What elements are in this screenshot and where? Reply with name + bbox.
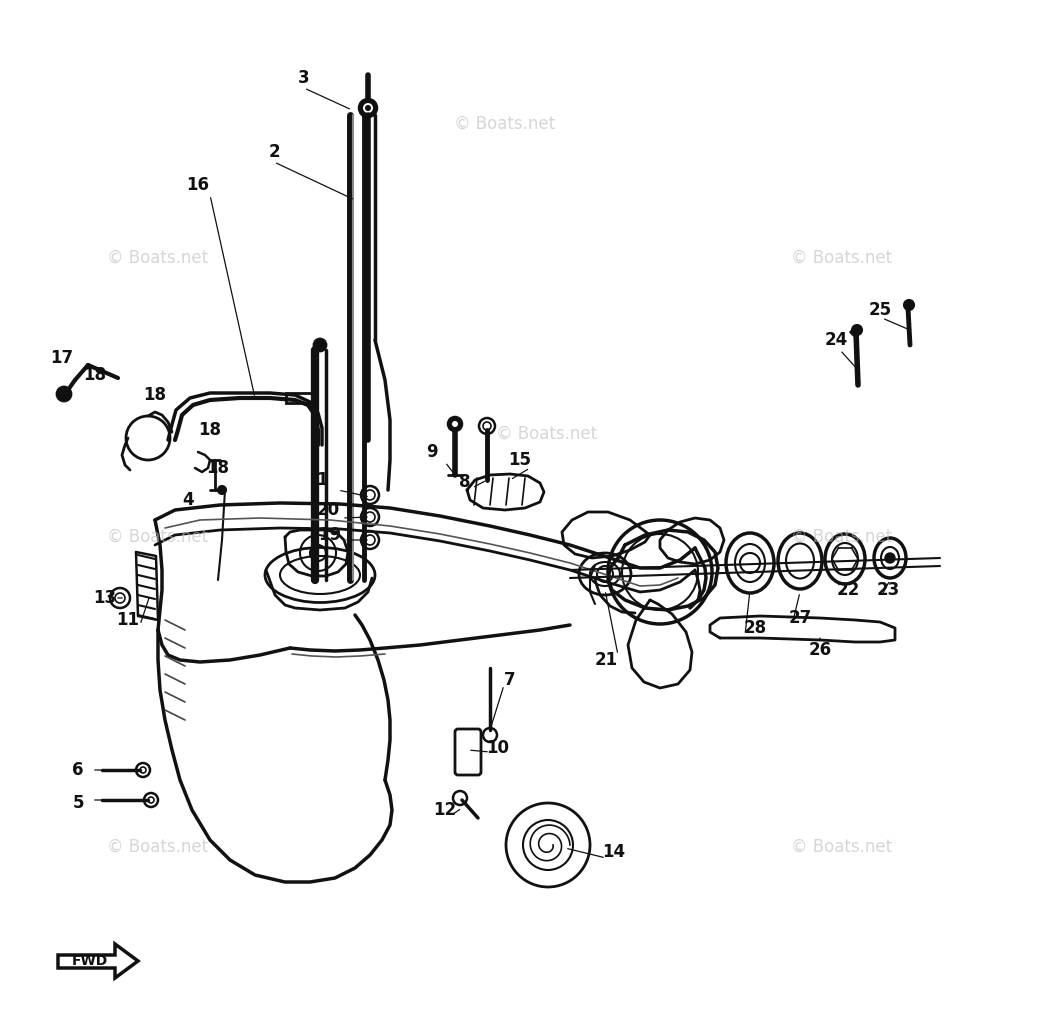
Text: 13: 13 <box>94 589 117 607</box>
Circle shape <box>452 421 458 427</box>
Text: 19: 19 <box>319 526 342 544</box>
Text: 10: 10 <box>486 739 509 757</box>
Text: 16: 16 <box>186 176 209 194</box>
Text: 12: 12 <box>433 801 457 819</box>
Text: © Boats.net: © Boats.net <box>107 249 208 267</box>
Text: 5: 5 <box>73 794 84 812</box>
Circle shape <box>218 486 226 494</box>
Text: 21: 21 <box>594 651 618 669</box>
Text: © Boats.net: © Boats.net <box>107 837 208 856</box>
Text: 17: 17 <box>50 349 74 367</box>
Text: 26: 26 <box>808 641 831 659</box>
Text: 18: 18 <box>83 366 106 384</box>
Text: 22: 22 <box>836 581 859 599</box>
Text: © Boats.net: © Boats.net <box>107 527 208 546</box>
Text: 2: 2 <box>268 143 280 161</box>
Text: 18: 18 <box>206 459 229 477</box>
Text: 23: 23 <box>876 581 899 599</box>
Text: 6: 6 <box>73 761 84 779</box>
Text: 1: 1 <box>317 471 328 489</box>
Circle shape <box>359 99 377 117</box>
Text: © Boats.net: © Boats.net <box>497 424 598 443</box>
Text: 8: 8 <box>460 473 470 491</box>
Circle shape <box>313 338 326 351</box>
Text: 3: 3 <box>298 69 309 87</box>
Circle shape <box>904 300 914 310</box>
Text: 4: 4 <box>182 491 194 509</box>
Circle shape <box>363 103 373 112</box>
Text: 27: 27 <box>788 609 812 627</box>
Text: 15: 15 <box>508 451 531 469</box>
Text: 11: 11 <box>117 611 140 628</box>
Text: © Boats.net: © Boats.net <box>791 249 892 267</box>
Text: 20: 20 <box>317 501 340 519</box>
Text: FWD: FWD <box>72 954 108 968</box>
Text: 9: 9 <box>426 443 438 461</box>
Circle shape <box>852 325 862 335</box>
Text: 28: 28 <box>744 619 767 637</box>
Text: 24: 24 <box>825 331 848 349</box>
Circle shape <box>57 387 70 401</box>
Text: © Boats.net: © Boats.net <box>791 527 892 546</box>
Text: 18: 18 <box>143 386 166 404</box>
Circle shape <box>448 417 462 431</box>
Text: 7: 7 <box>504 671 515 689</box>
Text: 14: 14 <box>603 843 626 861</box>
Text: © Boats.net: © Boats.net <box>454 115 555 133</box>
Text: 25: 25 <box>869 301 891 319</box>
Text: © Boats.net: © Boats.net <box>791 837 892 856</box>
Circle shape <box>885 553 895 563</box>
Circle shape <box>365 105 371 111</box>
Text: 18: 18 <box>199 421 222 439</box>
